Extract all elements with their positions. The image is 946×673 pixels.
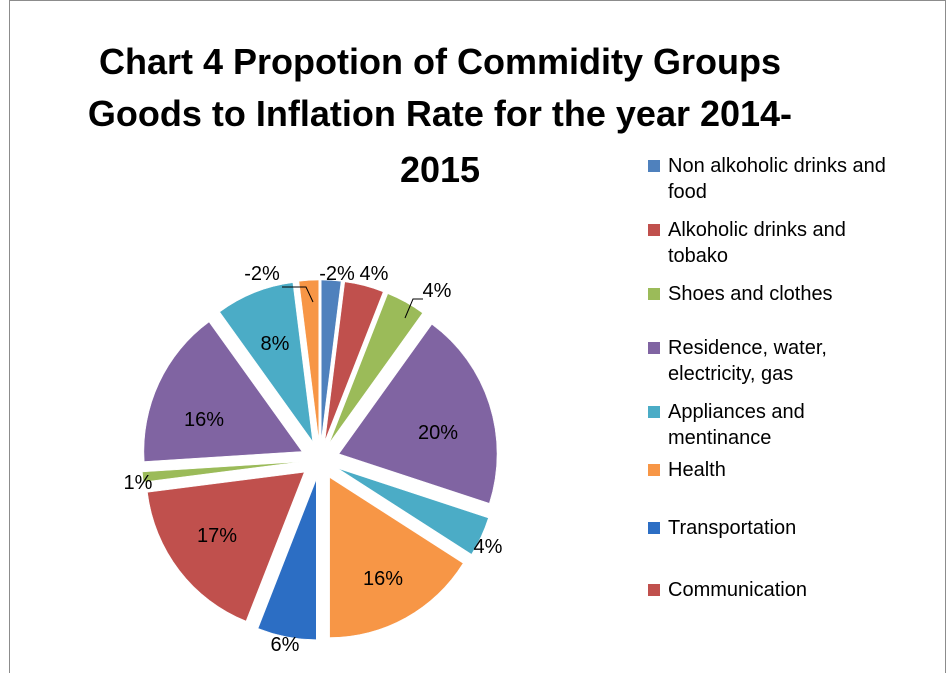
pie-slice-4 <box>338 324 498 504</box>
legend-swatch-4 <box>648 342 660 354</box>
pie-slice-12 <box>298 279 319 441</box>
legend-label-1-line-2: food <box>668 181 707 203</box>
pie-slice-8 <box>147 471 305 622</box>
legend-label-5-line-1: Appliances and <box>668 401 805 423</box>
slice-label-8: 17% <box>197 525 237 547</box>
chart-title-line-1: Chart 4 Propotion of Commidity Groups <box>99 41 781 82</box>
pie-slice-1 <box>321 279 342 441</box>
legend-label-8-line-1: Communication <box>668 579 807 601</box>
legend-swatch-2 <box>648 224 660 236</box>
pie-slice-6 <box>329 477 464 638</box>
legend-label-5-line-2: mentinance <box>668 427 772 449</box>
legend-swatch-6 <box>648 464 660 476</box>
slice-label-4: 20% <box>418 422 458 444</box>
legend-swatch-5 <box>648 406 660 418</box>
slice-label-9: 1% <box>124 472 153 494</box>
legend-item-5: Appliances and mentinance <box>648 399 946 451</box>
slice-label-12: -2% <box>244 263 280 285</box>
legend-item-6: Health <box>648 457 946 483</box>
leader-lines <box>282 286 423 319</box>
chart-title: Chart 4 Propotion of Commidity Groups Go… <box>60 36 820 196</box>
pie-slice-7 <box>257 479 317 640</box>
slice-labels: -2% 4%4%20%4%16%6%17%1%16%8%-2% <box>124 263 503 656</box>
chart-title-line-3: 2015 <box>399 149 481 190</box>
legend-label-1-line-1: Non alkoholic drinks and <box>668 155 886 177</box>
pie-slice-11 <box>219 282 313 442</box>
legend-item-7: Transportation <box>648 515 946 541</box>
legend-label-2-line-2: tobako <box>668 245 729 267</box>
slice-label-5: 4% <box>474 536 503 558</box>
legend-swatch-1 <box>648 160 660 172</box>
legend-item-8: Communication <box>648 577 946 603</box>
slice-label-1: -2% <box>319 263 355 285</box>
pie-slice-5 <box>337 468 489 555</box>
leader-line-3 <box>404 298 423 319</box>
pie-slice-9 <box>142 461 301 483</box>
slice-label-2: 4% <box>360 263 389 285</box>
legend-label-6-line-1: Health <box>668 459 726 481</box>
legend-item-2: Alkoholic drinks and tobako <box>648 217 946 269</box>
legend-label-2-line-1: Alkoholic drinks and <box>668 219 846 241</box>
chart-title-line-2: Goods to Inflation Rate for the year 201… <box>87 93 793 134</box>
legend-label-7-line-1: Transportation <box>668 517 797 539</box>
legend-label-3-line-1: Shoes and clothes <box>668 283 833 305</box>
pie-slice-10 <box>143 321 303 462</box>
legend-item-3: Shoes and clothes <box>648 281 946 307</box>
legend-swatch-7 <box>648 522 660 534</box>
pie-slices <box>142 279 498 640</box>
legend-swatch-3 <box>648 288 660 300</box>
legend-label-4-line-2: electricity, gas <box>668 363 794 385</box>
slice-label-3: 4% <box>423 280 452 302</box>
leader-line-12 <box>282 286 314 303</box>
legend-swatch-8 <box>648 584 660 596</box>
frame-border-top <box>9 0 946 1</box>
slice-label-10: 16% <box>184 409 224 431</box>
pie-slice-2 <box>324 281 384 441</box>
slice-label-11: 8% <box>261 333 290 355</box>
pie-slice-3 <box>329 293 423 443</box>
frame-border-left <box>9 0 10 673</box>
legend-item-4: Residence, water, electricity, gas <box>648 335 946 387</box>
slice-label-6: 16% <box>363 568 403 590</box>
slice-label-7: 6% <box>271 634 300 656</box>
legend-item-1: Non alkoholic drinks and food <box>648 153 946 205</box>
legend-label-4-line-1: Residence, water, <box>668 337 827 359</box>
